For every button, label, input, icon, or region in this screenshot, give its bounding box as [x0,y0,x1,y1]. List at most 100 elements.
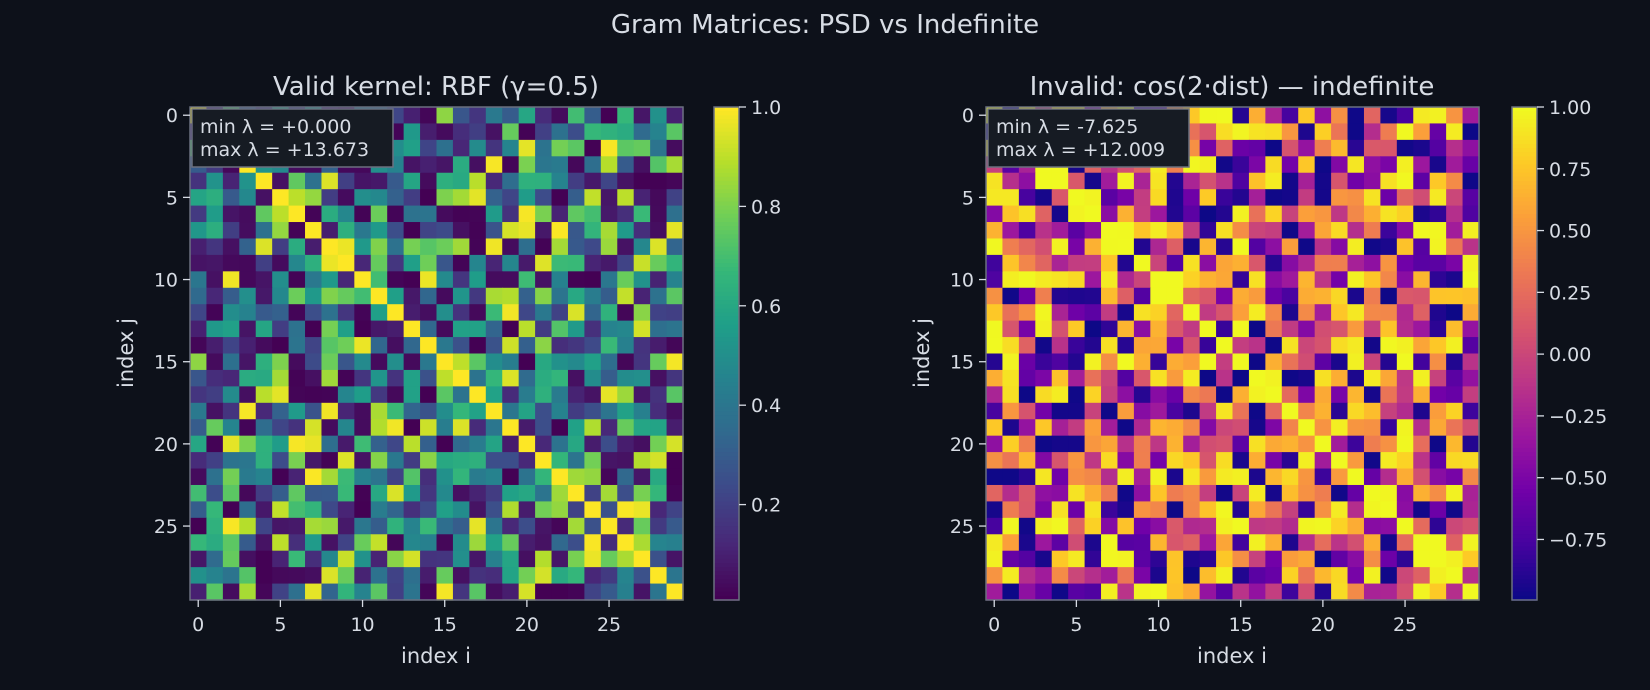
heatmap-cell [535,550,553,568]
heatmap-cell [354,534,372,552]
heatmap-cell [986,254,1004,272]
heatmap-cell [485,304,503,322]
heatmap-cell [600,369,618,387]
heatmap-cell [354,501,372,519]
colorbar-strip [1512,386,1537,392]
heatmap-cell [1051,402,1069,420]
heatmap-cell [502,353,520,371]
heatmap-cell [1314,156,1332,174]
heatmap-cell [551,189,569,207]
heatmap-cell [305,271,323,289]
colorbar-strip [1512,193,1537,199]
heatmap-cell [1117,189,1135,207]
heatmap-cell [1232,156,1250,174]
heatmap-cell [1265,517,1283,535]
heatmap-cell [1396,238,1414,256]
heatmap-cell [617,189,635,207]
heatmap-cell [1150,304,1168,322]
heatmap-cell [1084,567,1102,585]
heatmap-cell [535,254,553,272]
heatmap-cell [1035,271,1053,289]
heatmap-cell [1199,517,1217,535]
heatmap-cell [436,452,454,470]
heatmap-cell [1396,320,1414,338]
heatmap-cell [190,402,208,420]
heatmap-cell [617,484,635,502]
heatmap-cell [255,369,273,387]
colorbar-strip [1512,452,1537,458]
colorbar-strip [1512,316,1537,322]
heatmap-cell [518,517,536,535]
heatmap-cell [1248,583,1266,601]
heatmap-cell [452,320,470,338]
colorbar-strip [714,123,739,129]
heatmap-cell [1133,304,1151,322]
heatmap-cell [1281,468,1299,486]
heatmap-cell [321,254,339,272]
heatmap-cell [1150,567,1168,585]
heatmap-cell [452,567,470,585]
heatmap-cell [1051,435,1069,453]
heatmap-cell [1166,484,1184,502]
heatmap-cell [1035,337,1053,355]
heatmap-cell [1363,452,1381,470]
heatmap-cell [633,156,651,174]
heatmap-cell [1413,172,1431,190]
heatmap-cell [1331,452,1349,470]
heatmap-cell [986,419,1004,437]
heatmap-cell [600,254,618,272]
heatmap-cell [272,238,290,256]
heatmap-cell [1446,386,1464,404]
heatmap-cell [469,156,487,174]
heatmap-cell [1166,402,1184,420]
heatmap-cell [452,583,470,601]
heatmap-cell [1380,287,1398,305]
heatmap-cell [420,419,438,437]
heatmap-cell [420,583,438,601]
heatmap-cell [1068,337,1086,355]
heatmap-cell [370,452,388,470]
heatmap-cell [190,337,208,355]
heatmap-cell [1314,238,1332,256]
heatmap-cell [1117,386,1135,404]
heatmap-cell [584,468,602,486]
heatmap-cell [1248,123,1266,141]
heatmap-cell [1298,123,1316,141]
heatmap-cell [485,353,503,371]
heatmap-cell [1429,419,1447,437]
heatmap-cell [551,468,569,486]
heatmap-cell [239,304,257,322]
heatmap-cell [986,484,1004,502]
heatmap-cell [1347,238,1365,256]
heatmap-cell [1429,369,1447,387]
heatmap-cell [1446,271,1464,289]
heatmap-cell [420,222,438,240]
heatmap-cell [354,205,372,223]
heatmap-cell [1446,254,1464,272]
heatmap-cell [1084,517,1102,535]
heatmap-cell [1018,386,1036,404]
heatmap-cell [1281,567,1299,585]
heatmap-cell [650,534,668,552]
heatmap-cell [502,287,520,305]
heatmap-cell [337,320,355,338]
heatmap-cell [1002,419,1020,437]
heatmap-cell [1281,583,1299,601]
heatmap-cell [1265,337,1283,355]
heatmap-cell [567,238,585,256]
heatmap-cell [1314,271,1332,289]
heatmap-cell [1018,189,1036,207]
heatmap-cell [1298,222,1316,240]
heatmap-cell [1462,320,1480,338]
heatmap-cell [1150,172,1168,190]
heatmap-cell [617,107,635,125]
y-tick-label: 20 [154,434,178,456]
heatmap-cell [452,271,470,289]
heatmap-cell [535,583,553,601]
heatmap-cell [1429,583,1447,601]
heatmap-cell [1380,320,1398,338]
heatmap-cell [452,107,470,125]
heatmap-cell [551,107,569,125]
heatmap-cell [1429,567,1447,585]
colorbar-strip [714,378,739,384]
